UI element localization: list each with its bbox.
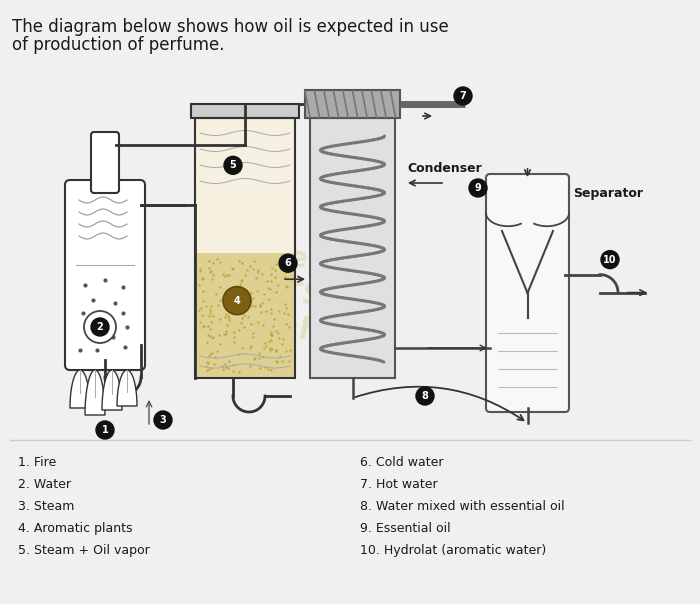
Text: 5: 5: [230, 160, 237, 170]
FancyBboxPatch shape: [91, 132, 119, 193]
Text: 8: 8: [421, 391, 428, 401]
Text: 2. Water: 2. Water: [18, 478, 71, 491]
Circle shape: [154, 411, 172, 429]
Circle shape: [279, 254, 297, 272]
Text: 2: 2: [97, 322, 104, 332]
Text: 3: 3: [160, 415, 167, 425]
Text: 6. Cold water: 6. Cold water: [360, 456, 444, 469]
Circle shape: [224, 156, 242, 175]
Text: The diagram below shows how oil is expected in use: The diagram below shows how oil is expec…: [12, 18, 449, 36]
Text: 10. Hydrolat (aromatic water): 10. Hydrolat (aromatic water): [360, 544, 546, 557]
Circle shape: [601, 251, 619, 269]
Circle shape: [454, 87, 472, 105]
Text: 4. Aromatic plants: 4. Aromatic plants: [18, 522, 132, 535]
FancyBboxPatch shape: [65, 180, 145, 370]
Text: the
IELTS
workshop: the IELTS workshop: [197, 245, 363, 345]
Circle shape: [96, 421, 114, 439]
Polygon shape: [70, 370, 90, 408]
Circle shape: [469, 179, 487, 197]
FancyBboxPatch shape: [305, 90, 400, 118]
FancyBboxPatch shape: [195, 253, 295, 378]
Text: 7: 7: [460, 91, 466, 101]
Text: 6: 6: [285, 258, 291, 268]
FancyBboxPatch shape: [310, 118, 395, 378]
Text: 9. Essential oil: 9. Essential oil: [360, 522, 451, 535]
Circle shape: [416, 387, 434, 405]
Text: 10: 10: [603, 255, 617, 265]
Polygon shape: [85, 370, 105, 415]
Text: 9: 9: [475, 183, 482, 193]
Polygon shape: [102, 370, 122, 410]
Circle shape: [223, 287, 251, 315]
Polygon shape: [117, 370, 137, 406]
Text: 1: 1: [102, 425, 108, 435]
FancyBboxPatch shape: [486, 174, 569, 412]
Text: of production of perfume.: of production of perfume.: [12, 36, 225, 54]
Text: 4: 4: [234, 295, 240, 306]
FancyBboxPatch shape: [195, 118, 295, 253]
Text: 3. Steam: 3. Steam: [18, 500, 74, 513]
FancyBboxPatch shape: [191, 104, 299, 118]
Text: 8. Water mixed with essential oil: 8. Water mixed with essential oil: [360, 500, 565, 513]
Circle shape: [91, 318, 109, 336]
Text: 7. Hot water: 7. Hot water: [360, 478, 438, 491]
Circle shape: [84, 311, 116, 343]
Text: 5. Steam + Oil vapor: 5. Steam + Oil vapor: [18, 544, 150, 557]
Text: Condenser: Condenser: [407, 161, 482, 175]
Text: Separator: Separator: [573, 187, 643, 199]
Text: 1. Fire: 1. Fire: [18, 456, 56, 469]
